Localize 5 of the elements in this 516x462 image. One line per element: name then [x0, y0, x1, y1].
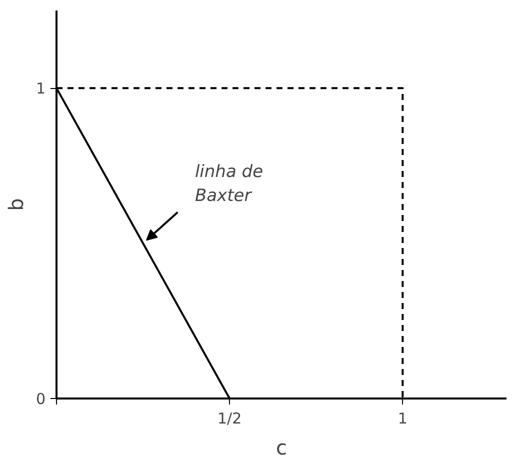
y-axis-title: b	[4, 198, 28, 211]
x-tick-label: 1/2	[218, 410, 242, 428]
y-tick-label: 0	[36, 390, 46, 408]
x-axis-title: c	[276, 436, 287, 460]
annotation: linha de Baxter	[194, 162, 264, 206]
